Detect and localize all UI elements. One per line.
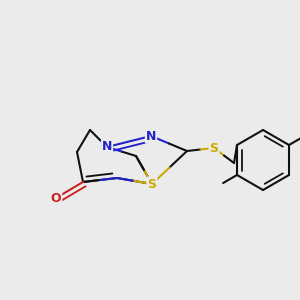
Text: N: N xyxy=(146,130,156,142)
Text: O: O xyxy=(51,191,61,205)
Text: S: S xyxy=(209,142,218,154)
Text: S: S xyxy=(148,178,157,190)
Text: N: N xyxy=(102,140,112,154)
